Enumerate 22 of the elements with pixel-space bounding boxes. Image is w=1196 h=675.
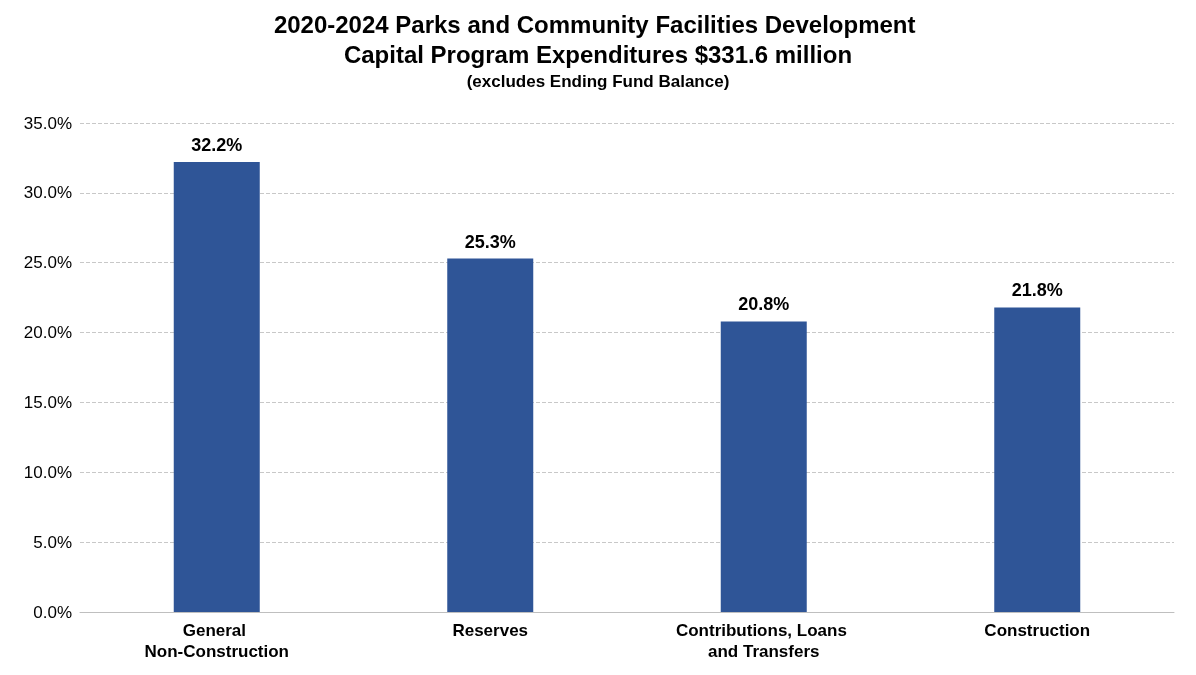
chart-subtitle: (excludes Ending Fund Balance) xyxy=(466,72,730,91)
x-tick-label: General Non-Construction xyxy=(144,621,289,661)
bar xyxy=(994,307,1081,612)
data-label: 21.8% xyxy=(1011,280,1063,301)
data-label: 25.3% xyxy=(464,231,516,252)
y-tick-label: 0.0% xyxy=(33,602,72,622)
y-tick-label: 35.0% xyxy=(23,113,72,133)
x-tick-label: Construction xyxy=(984,621,1091,640)
x-tick-label: Contributions, Loans and Transfers xyxy=(675,621,852,661)
bar xyxy=(447,258,534,612)
y-tick-label: 30.0% xyxy=(23,183,72,203)
data-label: 32.2% xyxy=(191,135,243,156)
bar xyxy=(720,321,807,612)
data-label: 20.8% xyxy=(738,294,790,315)
bar xyxy=(173,162,260,612)
y-tick-label: 25.0% xyxy=(23,253,72,273)
y-tick-label: 20.0% xyxy=(23,323,72,343)
y-tick-label: 15.0% xyxy=(23,392,72,412)
chart-title: 2020-2024 Parks and Community Facilities Development Capital Program Expenditures $331.6 million xyxy=(273,10,923,68)
x-tick-label: Reserves xyxy=(452,621,529,640)
y-tick-label: 10.0% xyxy=(23,462,72,482)
y-tick-label: 5.0% xyxy=(33,532,72,552)
